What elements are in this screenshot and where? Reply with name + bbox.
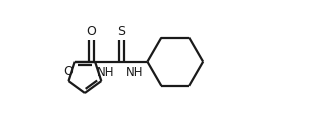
Text: O: O (86, 25, 96, 38)
Text: O: O (63, 65, 73, 78)
Text: NH: NH (97, 66, 115, 79)
Text: NH: NH (126, 66, 143, 79)
Text: S: S (117, 25, 125, 38)
